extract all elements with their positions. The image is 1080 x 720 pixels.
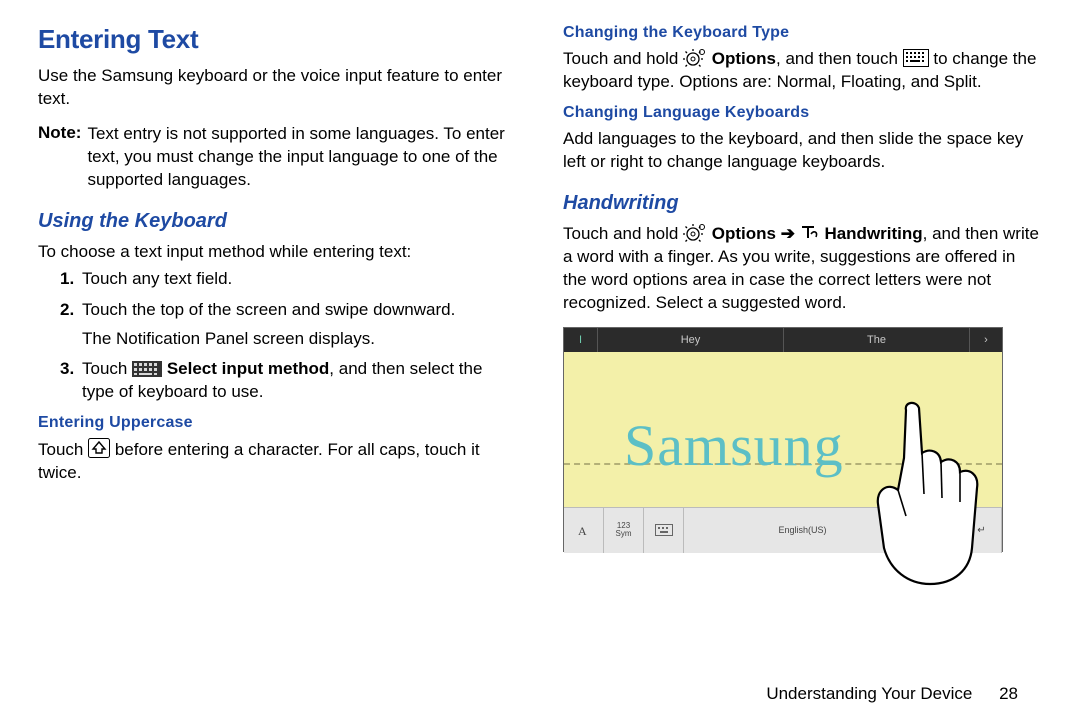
gear-small-icon [683,49,707,67]
heading-lang-kb: Changing Language Keyboards [563,104,1042,122]
note-block: Note: Text entry is not supported in som… [38,123,517,192]
lang-body: Add languages to the keyboard, and then … [563,128,1042,174]
gear-small-icon-2 [683,224,707,242]
type-bold: Options [712,49,776,68]
sym-key: 123 Sym [604,508,644,553]
note-label: Note: [38,123,81,192]
step-2-text-a: Touch the top of the screen and swipe do… [82,300,455,319]
step-3: 3. Touch Select input method, and then s… [60,358,517,404]
heading-kb-type: Changing the Keyboard Type [563,24,1042,42]
step-3-num: 3. [60,358,74,381]
note-body: Text entry is not supported in some lang… [87,123,517,192]
sugg-1: I [564,328,598,352]
kb-type-body: Touch and hold Options, and then touch [563,48,1042,94]
arrow-icon: ➔ [776,224,800,243]
type-mid: , and then touch [776,49,903,68]
step-3-pre: Touch [82,359,132,378]
pointing-hand-icon [864,398,994,593]
steps-lead: To choose a text input method while ente… [38,241,517,264]
step-3-bold: Select input method [167,359,329,378]
section-using-keyboard: Using the Keyboard [38,210,517,233]
heading-uppercase: Entering Uppercase [38,414,517,432]
section-handwriting: Handwriting [563,192,1042,215]
step-2-num: 2. [60,299,74,322]
sugg-3: The [784,328,970,352]
font-key-icon: A [564,508,604,553]
keyboard-grid-icon [132,361,162,377]
svg-text:A: A [578,524,587,537]
intro-text: Use the Samsung keyboard or the voice in… [38,65,517,111]
handwriting-body: Touch and hold Options ➔ [563,223,1042,315]
footer-page-number: 28 [999,684,1018,703]
type-pre: Touch and hold [563,49,683,68]
step-2: 2. Touch the top of the screen and swipe… [60,299,517,351]
upper-pre: Touch [38,440,88,459]
handwritten-text: Samsung [624,412,844,479]
footer-chapter: Understanding Your Device [766,684,972,703]
suggestion-bar: I Hey The › [564,328,1002,352]
step-1-num: 1. [60,268,74,291]
handwriting-illustration: I Hey The › Samsung A 123 Sym English(US… [563,327,1003,552]
keyboard-outline-icon [903,49,929,67]
kb-switch-key-icon [644,508,684,553]
uppercase-body: Touch before entering a character. For a… [38,438,517,485]
steps-list: 1. Touch any text field. 2. Touch the to… [38,268,517,405]
hand-pre: Touch and hold [563,224,683,243]
page-title: Entering Text [38,24,517,55]
sugg-more: › [970,328,1002,352]
hand-bold2: Handwriting [824,224,922,243]
handwriting-t-icon [800,224,820,242]
sugg-2: Hey [598,328,784,352]
hand-bold1: Options [712,224,776,243]
shift-key-icon [88,438,110,458]
step-1-text: Touch any text field. [82,269,232,288]
page-footer: Understanding Your Device 28 [766,684,1018,704]
step-1: 1. Touch any text field. [60,268,517,291]
step-2-text-b: The Notification Panel screen displays. [82,328,517,351]
